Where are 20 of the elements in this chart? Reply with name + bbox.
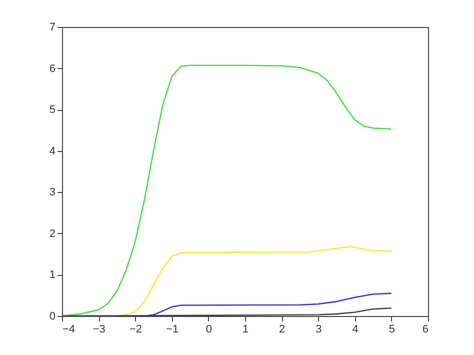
y-tick-label: 4 <box>49 145 56 158</box>
x-tick-label: 5 <box>388 324 395 336</box>
x-tick-label: 3 <box>316 324 322 336</box>
x-tick-label: −1 <box>166 324 179 336</box>
x-tick-label: 1 <box>242 324 249 336</box>
y-tick-label: 0 <box>49 310 56 322</box>
x-tick-label: 0 <box>206 324 212 336</box>
y-tick-label: 6 <box>49 62 56 75</box>
x-tick-label: 4 <box>352 324 358 336</box>
y-tick-label: 2 <box>49 228 56 240</box>
x-tick-label: −2 <box>129 324 142 336</box>
x-tick-label: 2 <box>279 324 286 336</box>
y-tick-label: 5 <box>49 104 56 116</box>
y-tick-label: 3 <box>49 186 56 199</box>
x-tick-label: −3 <box>92 324 106 336</box>
x-tick-label: 6 <box>422 324 428 336</box>
y-tick-label: 1 <box>49 269 56 282</box>
x-tick-label: −4 <box>62 324 76 336</box>
y-tick-label: 7 <box>49 22 56 34</box>
line-series <box>61 64 392 317</box>
